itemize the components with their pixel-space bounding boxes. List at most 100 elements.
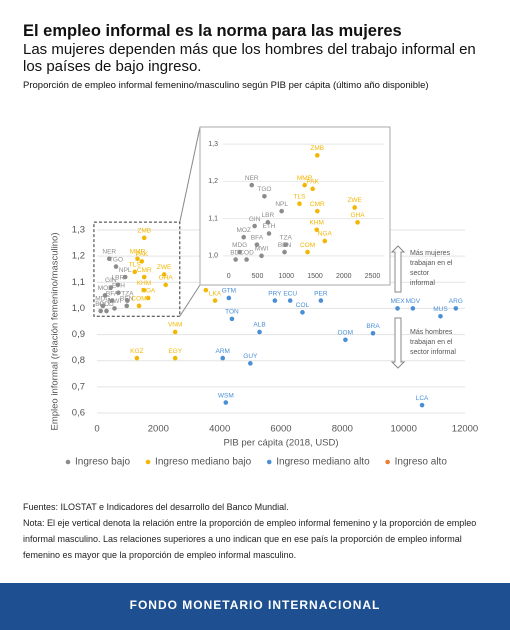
point-label: GHA xyxy=(351,212,366,219)
x-tick-label: 2500 xyxy=(365,273,381,280)
point-label: NPL xyxy=(119,267,132,274)
point-label: NER xyxy=(245,175,259,182)
point xyxy=(104,308,109,314)
point xyxy=(419,402,425,408)
point-label: EGY xyxy=(168,348,182,355)
point-label: ETH xyxy=(112,282,125,289)
point xyxy=(305,249,310,255)
point xyxy=(106,256,112,262)
point-label: CMR xyxy=(310,201,325,208)
legend-label: Ingreso bajo xyxy=(75,457,130,468)
point-label: TZA xyxy=(280,234,293,241)
point xyxy=(259,253,264,259)
annotation: sector xyxy=(410,270,430,277)
y-tick-label: 1,1 xyxy=(72,277,85,288)
point-label: WSM xyxy=(218,392,234,399)
connector xyxy=(179,126,201,223)
point xyxy=(141,287,147,293)
annotation: sector informal xyxy=(410,349,456,356)
point xyxy=(254,242,260,247)
point-label: ZMB xyxy=(137,228,151,235)
point-label: ZWE xyxy=(157,264,172,271)
point-label: MOZ xyxy=(236,227,250,234)
annotation: informal xyxy=(410,280,435,287)
inset-region xyxy=(93,221,181,317)
point xyxy=(315,153,320,158)
point xyxy=(100,303,106,309)
point xyxy=(355,220,360,225)
point xyxy=(252,223,257,229)
point-label: MUS xyxy=(433,306,448,313)
point xyxy=(257,329,262,335)
point xyxy=(395,306,400,311)
point xyxy=(322,238,328,244)
point xyxy=(343,337,348,343)
point-label: PER xyxy=(314,290,328,297)
point-label: ARM xyxy=(216,348,230,355)
point xyxy=(203,287,209,293)
legend-label: Ingreso alto xyxy=(395,457,448,468)
y-tick-label: 0,6 xyxy=(72,408,85,419)
point xyxy=(241,234,246,240)
point-label: MWI xyxy=(108,298,122,305)
point xyxy=(141,235,147,241)
point xyxy=(139,259,145,264)
legend-label: Ingreso mediano bajo xyxy=(155,457,252,468)
point xyxy=(352,205,357,210)
banner: FONDO MONETARIO INTERNACIONAL xyxy=(0,583,510,630)
title: El empleo informal es la norma para las … xyxy=(23,22,402,40)
point xyxy=(315,208,320,214)
x-tick-label: 4000 xyxy=(209,424,230,435)
x-tick-label: 8000 xyxy=(332,424,353,435)
point xyxy=(265,220,271,225)
point xyxy=(134,355,140,361)
point xyxy=(249,182,255,188)
point xyxy=(115,282,121,288)
y-tick-label: 1,2 xyxy=(208,178,218,185)
note: Nota: El eje vertical denota la relación… xyxy=(23,518,477,560)
point-label: BDI xyxy=(230,249,241,256)
point-label: LBR xyxy=(262,212,275,219)
point-label: PRY xyxy=(268,290,282,297)
subtitle: Las mujeres dependen más que los hombres… xyxy=(23,41,476,75)
y-tick-label: 1,0 xyxy=(72,303,85,314)
point xyxy=(108,285,114,290)
x-tick-label: 2000 xyxy=(148,424,169,435)
annotation: trabajan en el xyxy=(410,260,453,267)
point xyxy=(132,269,138,275)
point xyxy=(287,298,293,303)
point-label: COD xyxy=(239,249,254,256)
point xyxy=(244,257,249,262)
point-label: PAK xyxy=(306,179,319,186)
x-tick-label: 0 xyxy=(94,424,99,435)
x-tick-label: 2000 xyxy=(336,273,352,280)
point-label: TLS xyxy=(294,193,307,200)
point xyxy=(112,306,117,311)
point-label: BEN xyxy=(278,242,292,249)
point-label: LKA xyxy=(209,290,222,297)
annotation: Más hombres xyxy=(410,329,453,336)
point-label: MDG xyxy=(232,242,247,249)
x-axis-title: PIB per cápita (2018, USD) xyxy=(223,438,338,449)
point-label: LCA xyxy=(416,395,429,402)
point-label: VNM xyxy=(168,322,182,329)
point xyxy=(125,298,130,303)
point-label: BRA xyxy=(366,323,380,330)
arrow xyxy=(390,317,406,369)
point-label: GIN xyxy=(105,277,117,284)
point-label: TZA xyxy=(121,290,134,297)
point-label: KHM xyxy=(309,219,323,226)
point xyxy=(229,316,235,322)
point-label: GHA xyxy=(159,275,174,282)
y-tick-label: 1,3 xyxy=(72,225,85,236)
point-label: ZMB xyxy=(310,145,324,152)
point xyxy=(161,272,167,277)
sources: Fuentes: ILOSTAT e Indicadores del desar… xyxy=(23,502,289,512)
point-label: GIN xyxy=(249,216,261,223)
point-label: MMR xyxy=(297,175,313,182)
legend-marker xyxy=(145,459,151,465)
point xyxy=(135,256,140,262)
point xyxy=(438,313,443,319)
y-tick-label: 1,1 xyxy=(208,215,218,222)
arrow xyxy=(390,245,406,293)
